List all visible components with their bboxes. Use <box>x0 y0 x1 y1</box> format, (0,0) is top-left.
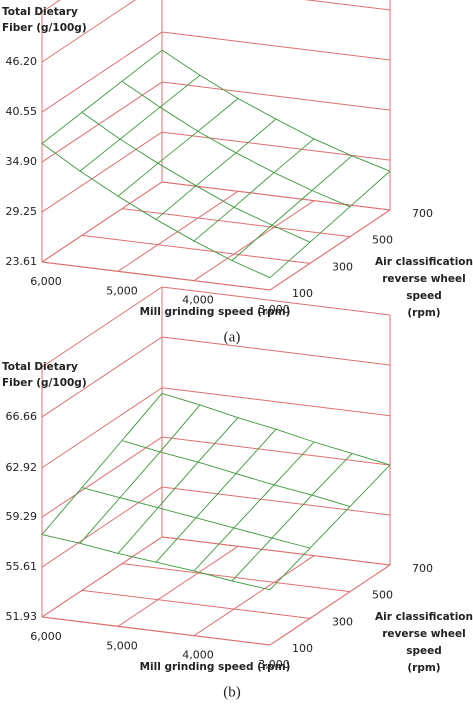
surface-column <box>41 49 163 144</box>
y-tick-label: 500 <box>372 589 393 602</box>
x-tick-label: 5,000 <box>106 639 138 652</box>
grid-line <box>41 536 163 618</box>
z-tick-label: 62.92 <box>6 461 38 474</box>
grid-line <box>193 555 315 637</box>
grid-line <box>161 436 391 466</box>
y-axis-label: speed <box>406 645 442 657</box>
x-tick-label: 3,000 <box>258 303 290 316</box>
x-tick-label: 5,000 <box>106 284 138 297</box>
grid-line <box>41 81 163 163</box>
grid-line <box>161 536 391 566</box>
caption: (b) <box>223 684 241 700</box>
surface-column <box>155 428 277 563</box>
surface-column <box>117 417 239 554</box>
z-tick-label: 51.93 <box>6 610 38 623</box>
y-tick-label: 300 <box>332 260 353 273</box>
y-tick-label: 300 <box>332 615 353 628</box>
surface-column <box>117 98 239 197</box>
grid-line <box>117 190 239 272</box>
z-tick-label: 59.29 <box>6 510 38 523</box>
z-tick-label: 34.90 <box>6 155 38 168</box>
grid-line <box>41 486 163 568</box>
x-axis-label: Mill grinding speed (rpm) <box>140 661 291 673</box>
x-tick-label: 6,000 <box>30 630 62 643</box>
surface-column <box>231 453 353 582</box>
x-tick-label: 3,000 <box>258 658 290 671</box>
surface-row <box>161 49 391 172</box>
y-tick-label: 100 <box>292 287 313 300</box>
box-edge <box>41 286 163 368</box>
y-tick-label: 100 <box>292 642 313 655</box>
grid-line <box>269 564 391 646</box>
grid-line <box>304 0 391 11</box>
y-tick-label: 700 <box>412 562 433 575</box>
grid-line <box>117 545 239 627</box>
grid-line <box>161 131 391 161</box>
z-tick-label: 23.61 <box>6 255 38 268</box>
surface-column <box>269 170 391 279</box>
z-tick-label: 66.66 <box>6 410 38 423</box>
surface-column <box>193 138 315 242</box>
grid-line <box>161 486 391 516</box>
grid-line <box>41 261 271 291</box>
surface-column <box>41 393 163 535</box>
y-tick-label: 500 <box>372 234 393 247</box>
y-axis-label: reverse wheel <box>382 273 466 285</box>
grid-line <box>121 563 351 593</box>
z-axis-label: Total Dietary <box>2 6 78 18</box>
y-axis-label: Air classification <box>375 256 473 268</box>
grid-line <box>161 31 391 61</box>
surface-column <box>269 464 391 591</box>
x-tick-label: 4,000 <box>182 649 214 662</box>
grid-line <box>41 31 163 113</box>
z-tick-label: 46.20 <box>6 55 38 68</box>
y-axis-label: (rpm) <box>407 307 440 319</box>
z-tick-label: 29.25 <box>6 205 38 218</box>
y-tick-label: 700 <box>412 207 433 220</box>
grid-line <box>41 436 163 518</box>
z-tick-label: 55.61 <box>6 560 38 573</box>
grid-line <box>269 209 391 291</box>
surface-column <box>79 404 201 544</box>
grid-line <box>81 234 311 264</box>
surface-row <box>161 393 391 466</box>
y-axis-label: Air classification <box>375 611 473 623</box>
z-axis-label: Fiber (g/100g) <box>2 22 87 34</box>
x-axis-label: Mill grinding speed (rpm) <box>140 306 291 318</box>
grid-line <box>161 336 391 366</box>
z-axis-label: Fiber (g/100g) <box>2 377 87 389</box>
grid-line <box>41 336 163 418</box>
grid-line <box>121 208 351 238</box>
y-axis-label: (rpm) <box>407 662 440 674</box>
surface-column <box>193 441 315 572</box>
z-tick-label: 40.55 <box>6 105 38 118</box>
y-axis-label: reverse wheel <box>382 628 466 640</box>
grid-line <box>41 0 136 63</box>
z-axis-label: Total Dietary <box>2 361 78 373</box>
panel: 23.61 29.25 34.90 40.55 46.20 6,000 5,000 4,000… <box>2 0 473 345</box>
x-tick-label: 6,000 <box>30 275 62 288</box>
x-tick-label: 4,000 <box>182 294 214 307</box>
panel: 51.93 55.61 59.29 62.92 66.66 6,000 5,000 4,000… <box>2 286 473 700</box>
grid-line <box>161 81 391 111</box>
surface-column <box>155 118 277 220</box>
surface-column <box>79 74 201 172</box>
grid-line <box>81 589 311 619</box>
surface-column <box>231 155 353 261</box>
y-axis-label: speed <box>406 290 442 302</box>
grid-line <box>41 131 163 213</box>
surface-row <box>81 112 311 243</box>
caption: (a) <box>224 329 241 345</box>
grid-line <box>161 387 391 417</box>
grid-line <box>41 181 163 263</box>
grid-line <box>41 387 163 469</box>
grid-line <box>41 616 271 646</box>
box-edge <box>161 286 391 316</box>
